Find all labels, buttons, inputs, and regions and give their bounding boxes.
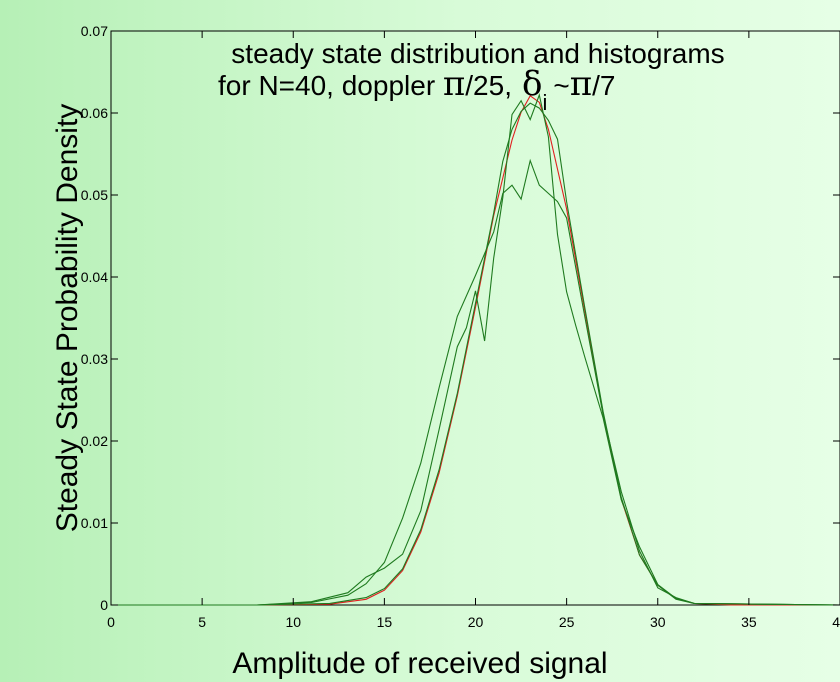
title-subscript-i: i xyxy=(542,90,547,115)
x-tick-label: 20 xyxy=(468,614,484,630)
series-layer xyxy=(111,93,840,606)
y-tick-label: 0.06 xyxy=(81,105,108,121)
x-tick-label: 5 xyxy=(198,614,206,630)
x-tick-label: 10 xyxy=(285,614,301,630)
chart-title-line-1: steady state distribution and histograms xyxy=(231,38,724,69)
y-tick-label: 0.05 xyxy=(81,187,108,203)
tick-layer: 0 5 10 15 20 25 30 35 40 0 0.01 0.02 0.03 0.04 0.05 0.0… xyxy=(81,23,840,630)
x-tick-label: 25 xyxy=(559,614,575,630)
title-over-25: /25, xyxy=(465,70,512,101)
x-tick-label: 30 xyxy=(650,614,666,630)
y-axis-label: Steady State Probability Density xyxy=(51,104,84,533)
histogram-line-3 xyxy=(111,93,840,606)
histogram-line-2 xyxy=(111,158,840,606)
plot-area xyxy=(110,30,840,606)
x-tick-label: 40 xyxy=(832,614,840,630)
y-tick-label: 0 xyxy=(100,597,108,613)
x-axis-label: Amplitude of received signal xyxy=(232,647,607,680)
title-line-2-text: for N=40, doppler xyxy=(218,70,443,101)
y-tick-label: 0.04 xyxy=(81,269,108,285)
title-pi-symbol-2: π xyxy=(570,64,592,104)
x-tick-label: 15 xyxy=(377,614,393,630)
title-pi-symbol: π xyxy=(443,64,465,104)
y-tick-label: 0.01 xyxy=(81,515,108,531)
steady-state-distribution-line xyxy=(111,94,840,606)
title-tilde-symbol: ~ xyxy=(553,70,569,101)
histogram-line-1 xyxy=(111,102,840,606)
chart-title-line-2: for N=40, doppler π/25, δi~π/7 xyxy=(218,64,615,115)
y-tick-label: 0.03 xyxy=(81,351,108,367)
y-tick-label: 0.02 xyxy=(81,433,108,449)
x-tick-label: 0 xyxy=(107,614,115,630)
y-tick-label: 0.07 xyxy=(81,23,108,39)
x-tick-label: 35 xyxy=(741,614,757,630)
title-over-7: /7 xyxy=(592,70,615,101)
title-delta-symbol: δ xyxy=(522,64,542,104)
